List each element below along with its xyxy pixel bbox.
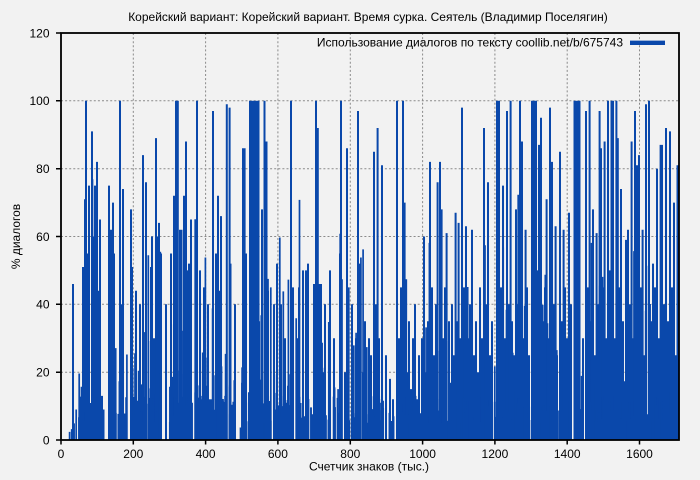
svg-text:1600: 1600 xyxy=(626,447,653,461)
svg-text:0: 0 xyxy=(58,447,65,461)
svg-text:1200: 1200 xyxy=(482,447,509,461)
svg-text:100: 100 xyxy=(29,94,49,108)
svg-text:40: 40 xyxy=(36,298,50,312)
svg-text:1400: 1400 xyxy=(554,447,581,461)
svg-text:400: 400 xyxy=(196,447,216,461)
svg-text:Использование диалогов по текс: Использование диалогов по тексту coollib… xyxy=(317,36,623,50)
svg-text:Счетчик знаков (тыс.): Счетчик знаков (тыс.) xyxy=(309,460,429,474)
svg-text:80: 80 xyxy=(36,162,50,176)
svg-text:20: 20 xyxy=(36,366,50,380)
svg-text:800: 800 xyxy=(340,447,360,461)
svg-text:1000: 1000 xyxy=(409,447,436,461)
svg-text:120: 120 xyxy=(29,26,49,40)
svg-text:0: 0 xyxy=(43,433,50,447)
svg-text:600: 600 xyxy=(268,447,288,461)
svg-text:200: 200 xyxy=(123,447,143,461)
svg-text:% диалогов: % диалогов xyxy=(9,204,23,269)
svg-text:Корейский вариант: Корейский в: Корейский вариант: Корейский вариант. Вр… xyxy=(128,10,608,24)
svg-text:60: 60 xyxy=(36,230,50,244)
